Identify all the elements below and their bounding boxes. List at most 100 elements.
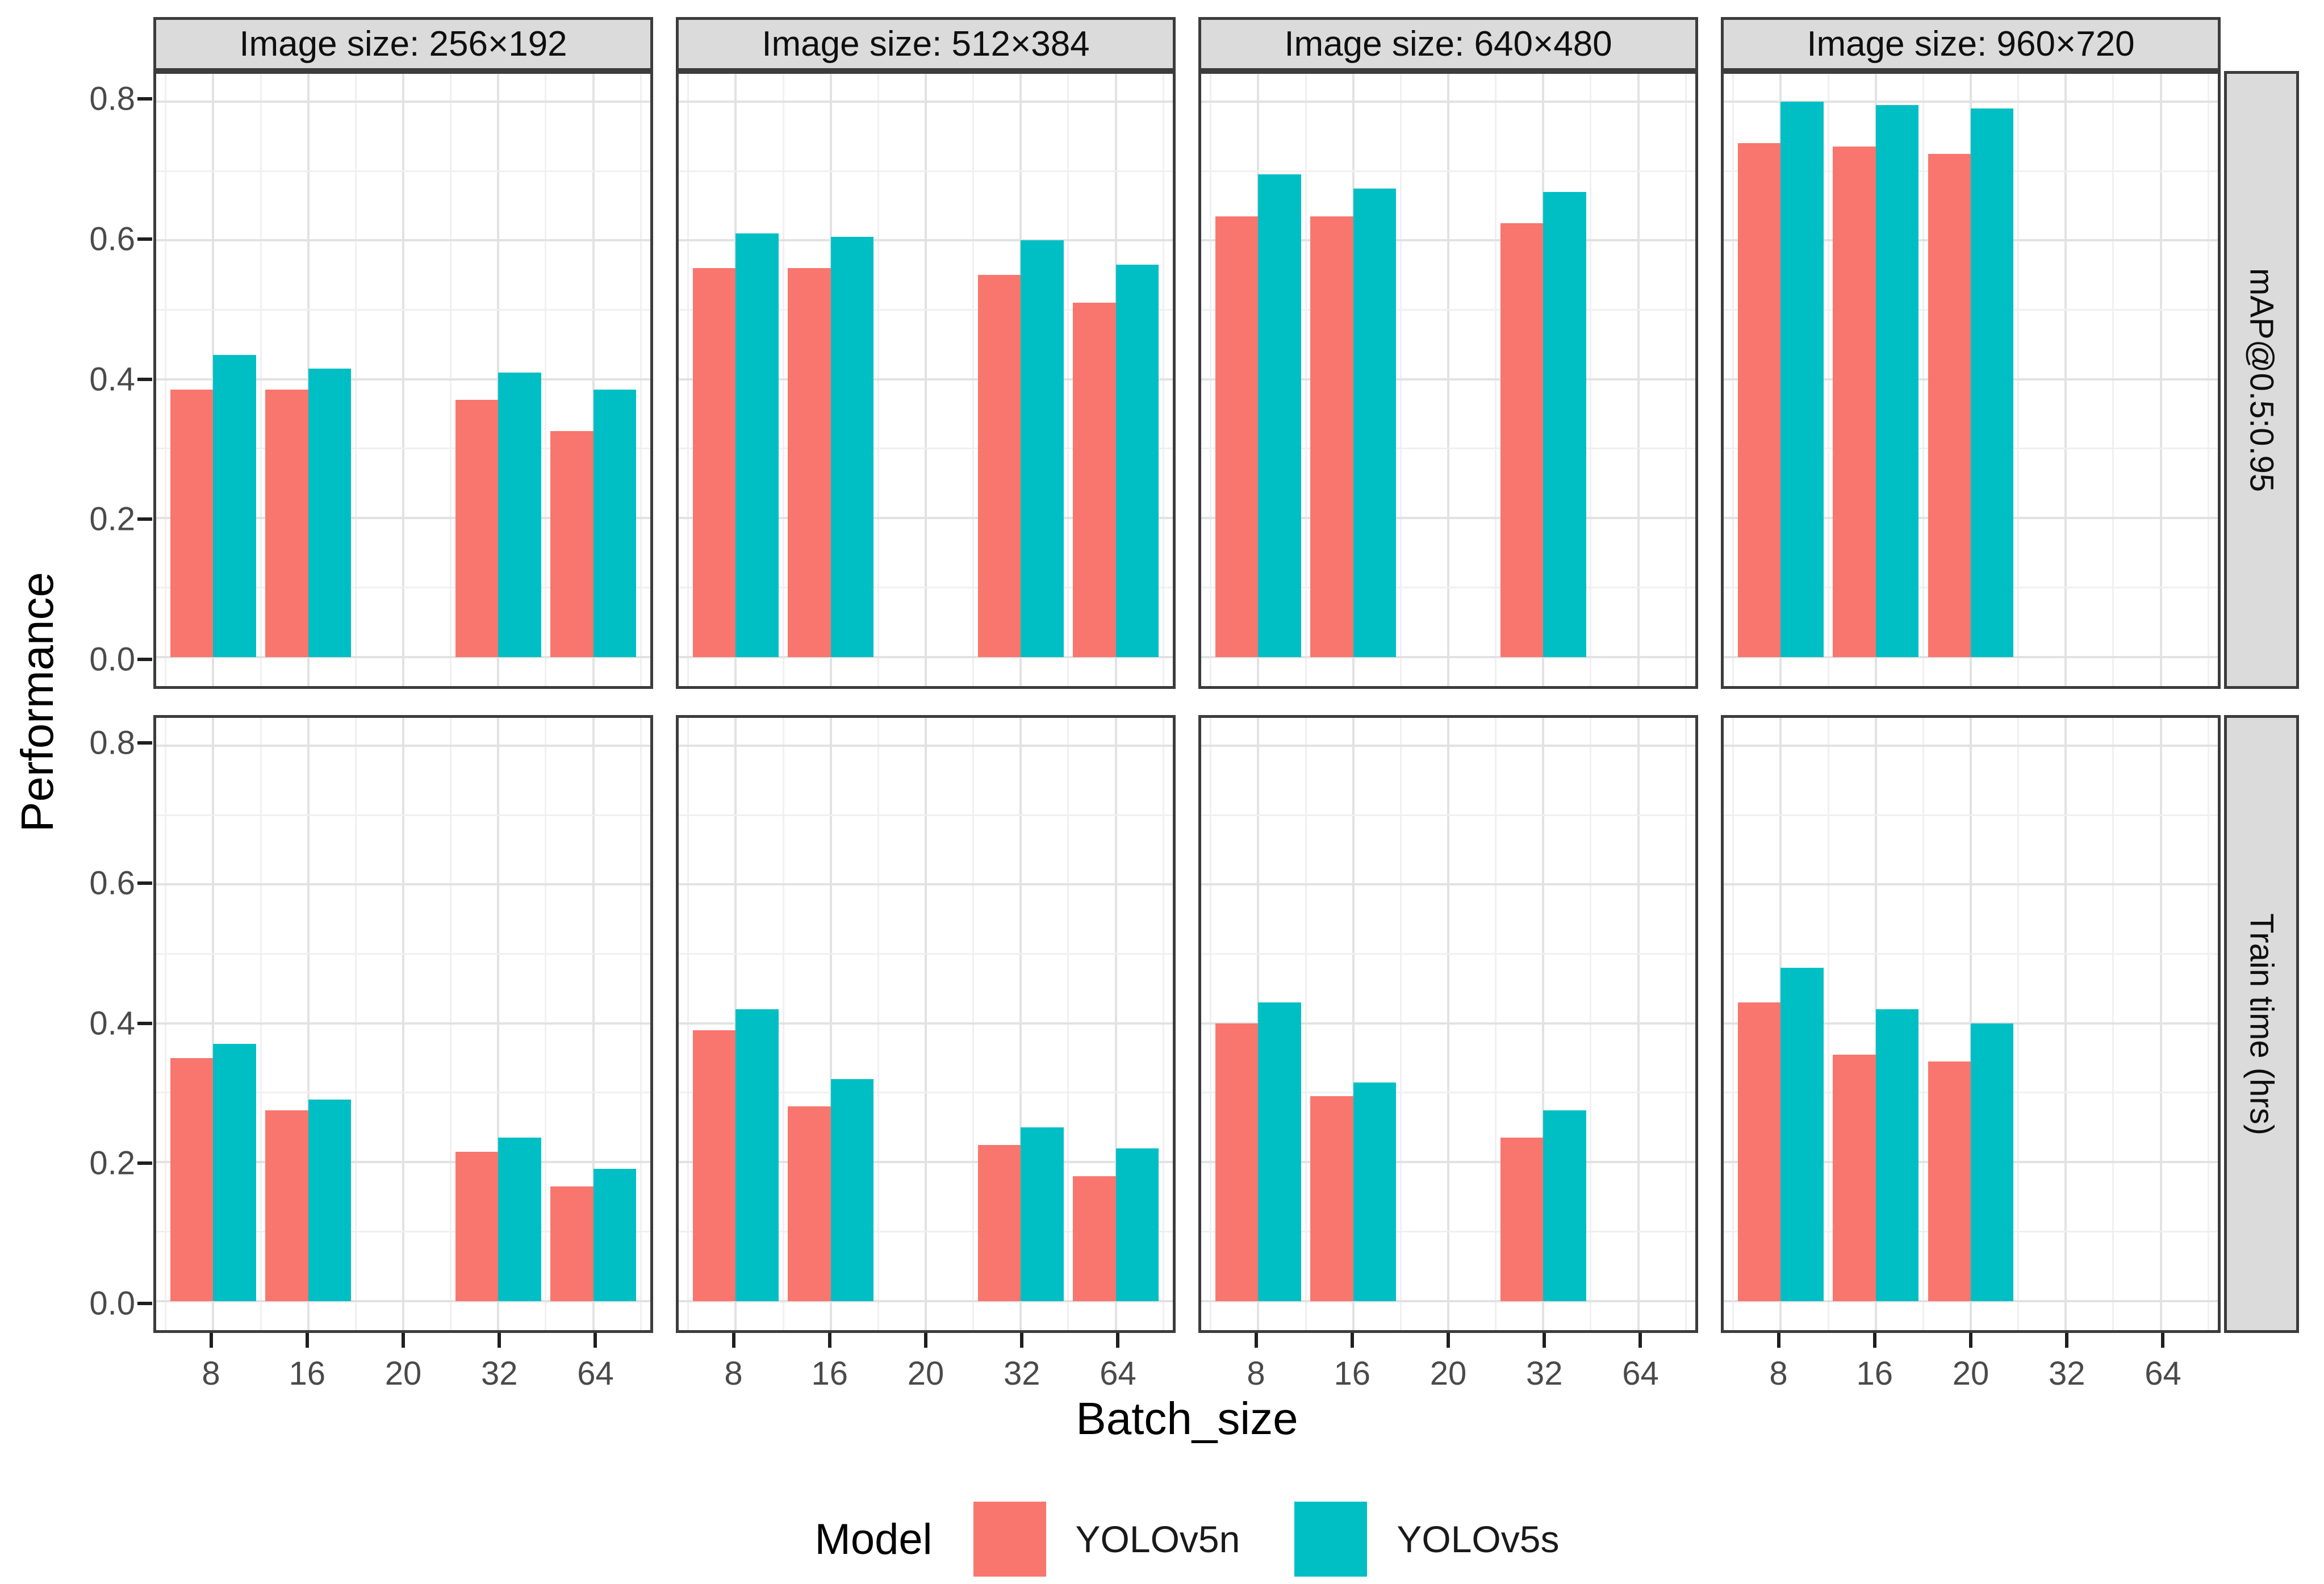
gridline-major-h (1201, 1022, 1695, 1025)
gridline-minor-h (156, 170, 650, 172)
bar-yolov5n-batch8 (170, 390, 214, 657)
gridline-major-h (156, 655, 650, 658)
x-tick-mark (1254, 1333, 1258, 1348)
gridline-minor-h (156, 448, 650, 450)
gridline-major-h (1201, 378, 1695, 381)
x-tick-label: 16 (1856, 1355, 1894, 1392)
y-tick-label: 0.6 (89, 864, 135, 902)
bar-yolov5n-batch16 (1833, 1054, 1876, 1301)
gridline-minor-h (1201, 309, 1695, 311)
bar-yolov5n-batch20 (1928, 153, 1971, 657)
x-tick-mark (1447, 1333, 1450, 1348)
bar-yolov5n-batch64 (550, 431, 593, 657)
panel-plot-area (1201, 718, 1695, 1330)
gridline-major-h (1201, 239, 1695, 242)
gridline-major-h (1201, 1161, 1695, 1164)
gridline-major-h (1724, 100, 2218, 103)
bar-yolov5n-batch8 (170, 1058, 214, 1301)
x-tick-label: 32 (2048, 1355, 2085, 1392)
x-tick-mark (1543, 1333, 1546, 1348)
legend-swatch-yolov5s (1294, 1502, 1368, 1577)
gridline-minor-h (1201, 814, 1695, 816)
bar-yolov5s-batch32 (1543, 1110, 1586, 1301)
gridline-major-h (679, 1161, 1173, 1164)
legend-swatch-yolov5n (973, 1502, 1046, 1577)
bar-yolov5s-batch16 (1875, 105, 1918, 657)
gridline-major-h (679, 239, 1173, 242)
x-tick-mark (924, 1333, 927, 1348)
gridline-minor-h (1201, 1230, 1695, 1232)
x-tick-label: 16 (1334, 1355, 1371, 1392)
bar-yolov5s-batch20 (1971, 1023, 2014, 1301)
bar-yolov5s-batch16 (830, 237, 873, 657)
gridline-minor-h (1201, 170, 1695, 172)
bar-yolov5n-batch16 (788, 268, 831, 657)
gridline-major-h (679, 378, 1173, 381)
gridline-major-h (679, 655, 1173, 658)
gridline-major-h (156, 100, 650, 103)
gridline-major-h (1201, 655, 1695, 658)
x-tick-mark (1020, 1333, 1024, 1348)
gridline-minor-h (679, 1092, 1173, 1094)
gridline-major-h (679, 100, 1173, 103)
bar-yolov5n-batch8 (693, 268, 736, 657)
bar-yolov5s-batch8 (735, 1009, 779, 1301)
panel (1721, 71, 2221, 689)
panel (1721, 715, 2221, 1333)
gridline-minor-h (1201, 1092, 1695, 1094)
bar-yolov5s-batch64 (593, 1169, 636, 1301)
bar-yolov5s-batch32 (498, 1138, 541, 1301)
y-tick-mark (137, 1021, 152, 1025)
gridline-major-h (679, 883, 1173, 886)
gridline-minor-h (679, 953, 1173, 955)
y-tick-label: 0.4 (89, 1005, 135, 1042)
gridline-major-h (156, 1022, 650, 1025)
x-tick-label: 8 (1769, 1355, 1788, 1392)
x-tick-label: 8 (1247, 1355, 1265, 1392)
gridline-major-h (1201, 517, 1695, 520)
x-tick-mark (305, 1333, 309, 1348)
bar-yolov5n-batch32 (455, 400, 499, 657)
gridline-minor-h (679, 814, 1173, 816)
bar-yolov5n-batch64 (1073, 303, 1116, 657)
x-tick-mark (209, 1333, 213, 1348)
bar-yolov5n-batch32 (978, 1144, 1021, 1301)
y-tick-label: 0.8 (89, 724, 135, 762)
x-axis-title: Batch_size (1076, 1393, 1298, 1444)
y-tick-label: 0.6 (89, 220, 135, 258)
x-tick-label: 20 (1429, 1355, 1467, 1392)
legend-label-yolov5n: YOLOv5n (1075, 1518, 1240, 1560)
bar-yolov5n-batch16 (265, 390, 308, 657)
bar-yolov5n-batch16 (788, 1106, 831, 1301)
panel-plot-area (679, 74, 1173, 686)
x-tick-label: 16 (289, 1355, 326, 1392)
legend: Model YOLOv5n YOLOv5s (153, 1494, 2221, 1584)
gridline-major-h (156, 239, 650, 242)
y-tick-label: 0.2 (89, 1144, 135, 1182)
bar-yolov5n-batch8 (1215, 1023, 1259, 1301)
y-tick-label: 0.2 (89, 500, 135, 538)
gridline-major-h (156, 517, 650, 520)
bar-yolov5s-batch20 (1971, 108, 2014, 657)
gridline-major-h (1201, 744, 1695, 747)
x-tick-label: 64 (2145, 1355, 2181, 1392)
x-tick-label: 20 (1952, 1355, 1989, 1392)
bar-yolov5s-batch32 (1021, 1127, 1064, 1301)
x-tick-mark (1350, 1333, 1354, 1348)
gridline-minor-h (679, 170, 1173, 172)
facet-row-strip-label: mAP@0.5:0.95 (2243, 268, 2280, 492)
y-tick-mark (137, 517, 152, 521)
facet-col-strip: Image size: 640×480 (1198, 17, 1698, 71)
x-tick-mark (1777, 1333, 1780, 1348)
bar-yolov5s-batch64 (1115, 1148, 1159, 1301)
gridline-major-h (679, 1299, 1173, 1302)
y-tick-label: 0.0 (89, 641, 135, 678)
gridline-major-h (156, 744, 650, 747)
panel-plot-area (156, 718, 650, 1330)
x-tick-mark (1872, 1333, 1876, 1348)
bar-yolov5n-batch16 (1310, 216, 1353, 657)
bar-yolov5s-batch8 (1258, 174, 1301, 657)
bar-yolov5n-batch64 (550, 1186, 593, 1301)
